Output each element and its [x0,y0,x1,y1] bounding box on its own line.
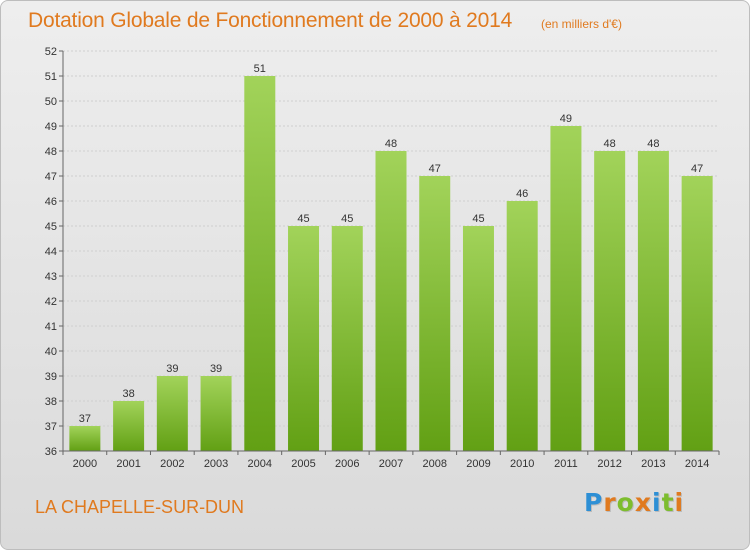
bar-2004 [244,76,276,451]
y-tick-label: 47 [45,171,57,183]
logo-letter: P [584,488,604,517]
bar-2003 [200,376,232,451]
bar-2013 [637,151,669,451]
bar-2001 [113,401,145,451]
logo-letter: r [603,488,617,517]
chart-subtitle: (en milliers d'€) [541,17,622,31]
y-tick-label: 48 [45,146,57,158]
data-label: 39 [166,363,178,375]
y-tick-label: 44 [45,246,57,258]
data-label: 37 [79,413,91,425]
x-tick-label: 2003 [204,458,228,470]
x-tick-label: 2010 [510,458,534,470]
x-tick-label: 2004 [248,458,272,470]
y-tick-label: 37 [45,421,57,433]
chart-title: Dotation Globale de Fonctionnement de 20… [28,9,513,32]
bar-2008 [419,176,451,451]
x-tick-label: 2013 [641,458,665,470]
data-label: 45 [341,213,353,225]
bar-2000 [69,426,101,451]
data-label: 48 [385,138,397,150]
logo-letter: x [634,488,652,517]
x-tick-label: 2006 [335,458,359,470]
y-tick-label: 51 [45,71,57,83]
data-label: 45 [297,213,309,225]
labels: 36 37 38 39 40 41 42 43 44 45 46 47 48 49 50 51 52 37 2000… [45,46,710,470]
x-tick-label: 2005 [291,458,315,470]
commune-name: LA CHAPELLE-SUR-DUN [35,497,245,517]
data-label: 48 [604,138,616,150]
data-label: 49 [560,113,572,125]
x-tick-label: 2000 [73,458,97,470]
data-label: 46 [516,188,528,200]
y-tick-label: 43 [45,271,57,283]
y-tick-label: 52 [45,46,57,58]
data-label: 51 [254,63,266,75]
bar-2009 [462,226,494,451]
y-tick-label: 36 [45,446,57,458]
x-tick-label: 2002 [160,458,184,470]
y-tick-label: 46 [45,196,57,208]
y-tick-label: 49 [45,121,57,133]
x-tick-label: 2008 [422,458,446,470]
y-tick-label: 45 [45,221,57,233]
data-label: 39 [210,363,222,375]
logo-letter: o [616,488,635,517]
data-label: 47 [691,163,703,175]
x-tick-label: 2012 [597,458,621,470]
bar-2005 [288,226,320,451]
bar-2002 [156,376,188,451]
logo-letter: i [674,488,685,517]
y-tick-label: 40 [45,346,57,358]
bar-2014 [681,176,713,451]
logo-letter: i [652,488,662,517]
logo-letter: t [661,488,675,517]
bar-2012 [594,151,626,451]
bar-2010 [506,201,538,451]
bars [69,76,713,451]
y-tick-label: 50 [45,96,57,108]
bar-2007 [375,151,407,451]
x-tick-label: 2009 [466,458,490,470]
bar-2011 [550,126,582,451]
bar-2006 [331,226,363,451]
x-tick-label: 2007 [379,458,403,470]
y-tick-label: 42 [45,296,57,308]
proxiti-logo: Proxiti [584,488,684,517]
y-tick-label: 41 [45,321,57,333]
x-tick-label: 2014 [685,458,709,470]
y-tick-label: 38 [45,396,57,408]
y-tick-label: 39 [45,371,57,383]
axes [59,50,720,455]
data-label: 48 [647,138,659,150]
x-tick-label: 2011 [554,458,578,470]
data-label: 38 [122,388,134,400]
x-tick-label: 2001 [116,458,140,470]
data-label: 47 [429,163,441,175]
data-label: 45 [472,213,484,225]
